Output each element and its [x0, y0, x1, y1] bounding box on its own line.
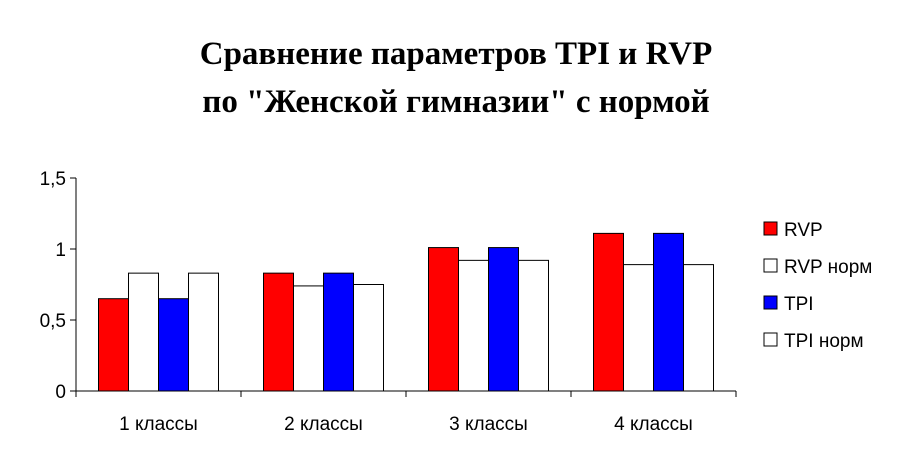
legend-label-rvp-норм: RVP норм: [784, 257, 872, 278]
x-tick-label: 3 классы: [449, 414, 528, 435]
bar-tpi-1: [158, 298, 189, 392]
bar-rvp-норм-1: [128, 272, 159, 392]
y-tick-label: 1,5: [40, 169, 66, 190]
y-tick-label: 0: [55, 382, 66, 403]
bar-rvp-норм-3: [458, 259, 489, 392]
bar-rvp-норм-4: [623, 264, 654, 392]
y-tick-label: 0,5: [40, 311, 66, 332]
bar-tpi-2: [323, 272, 354, 392]
x-tick-label: 2 классы: [284, 414, 363, 435]
bar-rvp-норм-2: [293, 285, 324, 392]
x-tick-label: 4 классы: [614, 414, 693, 435]
bar-rvp-2: [263, 272, 294, 392]
legend-label-tpi: TPI: [784, 294, 814, 315]
legend-swatch-tpi: [763, 295, 778, 310]
y-axis: 0 0,5 1 1,5: [40, 169, 77, 403]
chart-title-line-2: по "Женской гимназии" с нормой: [202, 84, 710, 120]
bar-tpi-норм-1: [188, 272, 219, 392]
bar-tpi-норм-3: [518, 259, 549, 392]
bar-rvp-1: [98, 298, 129, 392]
bar-rvp-3: [428, 247, 459, 392]
x-tick-label: 1 классы: [119, 414, 198, 435]
x-axis: 1 классы 2 классы 3 классы 4 классы: [75, 390, 737, 435]
legend: RVP RVP норм TPI TPI норм: [763, 220, 872, 352]
legend-swatch-tpi-норм: [763, 332, 778, 347]
legend-label-tpi-норм: TPI норм: [784, 331, 864, 352]
bar-tpi-норм-2: [353, 284, 384, 392]
bar-tpi-3: [488, 247, 519, 392]
bar-tpi-норм-4: [683, 264, 714, 392]
bar-rvp-4: [593, 232, 624, 392]
legend-swatch-rvp: [763, 221, 778, 236]
legend-swatch-rvp-норм: [763, 258, 778, 273]
bar-tpi-4: [653, 232, 684, 392]
chart-title-line-1: Сравнение параметров TPI и RVP: [199, 36, 713, 72]
y-tick-label: 1: [55, 240, 66, 261]
bars: [98, 232, 714, 392]
chart-title: Сравнение параметров TPI и RVP по "Женск…: [0, 30, 912, 126]
legend-label-rvp: RVP: [784, 220, 823, 241]
